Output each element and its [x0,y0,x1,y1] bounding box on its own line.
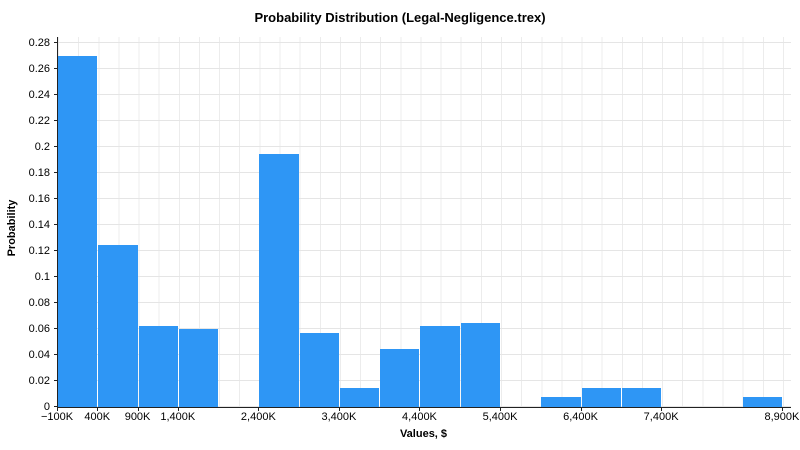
x-tick-mark [580,408,582,411]
y-tick-label: 0.1 [34,271,50,283]
y-tick-label: 0.22 [28,115,50,127]
x-tick-label: 5,400K [482,411,518,423]
x-tick-label: 1,400K [160,411,196,423]
histogram-bar [178,329,219,407]
histogram-bar [259,153,299,407]
y-tick-label: 0.18 [28,167,50,179]
x-tick-label: 2,400K [240,411,276,423]
histogram-bar [581,387,621,407]
y-tick-label: 0.04 [28,349,50,361]
histogram-bar [138,326,178,407]
x-tick-mark [97,408,99,411]
y-tick-label: 0.08 [28,297,50,309]
x-tick-mark [177,408,179,411]
x-tick-label: 7,400K [643,411,679,423]
histogram-bar [460,322,500,407]
y-tick-label: 0.14 [28,219,50,231]
x-tick-label: 8,900K [764,411,800,423]
x-tick-mark [137,408,139,411]
y-tick-mark [54,354,57,355]
histogram-bar [98,244,138,407]
y-tick-label: 0.06 [28,323,50,335]
y-tick-mark [54,120,57,121]
x-tick-label: 6,400K [563,411,598,423]
y-tick-mark [54,328,57,329]
y-tick-mark [54,198,57,199]
y-tick-mark [54,224,57,225]
x-tick-label: 900K [124,411,151,423]
y-tick-label: 0.28 [28,37,50,49]
x-tick-mark [419,408,421,411]
y-tick-label: 0 [43,401,50,413]
y-tick-mark [54,68,57,69]
x-tick-mark [258,408,260,411]
y-tick-label: 0.2 [34,141,50,153]
y-tick-mark [54,172,57,173]
y-tick-mark [54,276,57,277]
x-tick-mark [661,408,663,411]
y-tick-label: 0.16 [28,193,50,205]
histogram-bar [742,396,782,407]
y-tick-mark [54,146,57,147]
x-tick-label: 4,400K [402,411,437,423]
histogram-bar [380,348,420,407]
x-tick-mark [338,408,340,411]
x-tick-mark [781,408,783,411]
y-tick-label: 0.02 [28,375,50,387]
x-tick-label: −100K [40,411,74,423]
y-tick-mark [54,250,57,251]
y-tick-mark [54,94,57,95]
y-tick-mark [54,302,57,303]
x-tick-label: 400K [84,411,111,423]
y-tick-mark [54,380,57,381]
y-tick-label: 0.12 [28,245,50,257]
x-tick-mark [57,408,58,411]
y-tick-mark [54,406,57,407]
x-tick-mark [500,408,502,411]
chart-title: Probability Distribution (Legal-Negligen… [254,10,546,25]
y-tick-label: 0.24 [28,89,50,101]
histogram-bar [299,332,339,407]
x-axis-label: Values, $ [399,428,448,440]
y-tick-mark [54,42,57,43]
x-tick-label: 3,400K [321,411,357,423]
histogram-bar [541,396,581,407]
histogram-bar [420,326,460,407]
plot-area [57,37,791,408]
y-tick-label: 0.26 [28,63,50,75]
histogram-bar [621,387,662,407]
histogram-bar [58,56,98,407]
histogram-bar [339,387,380,407]
